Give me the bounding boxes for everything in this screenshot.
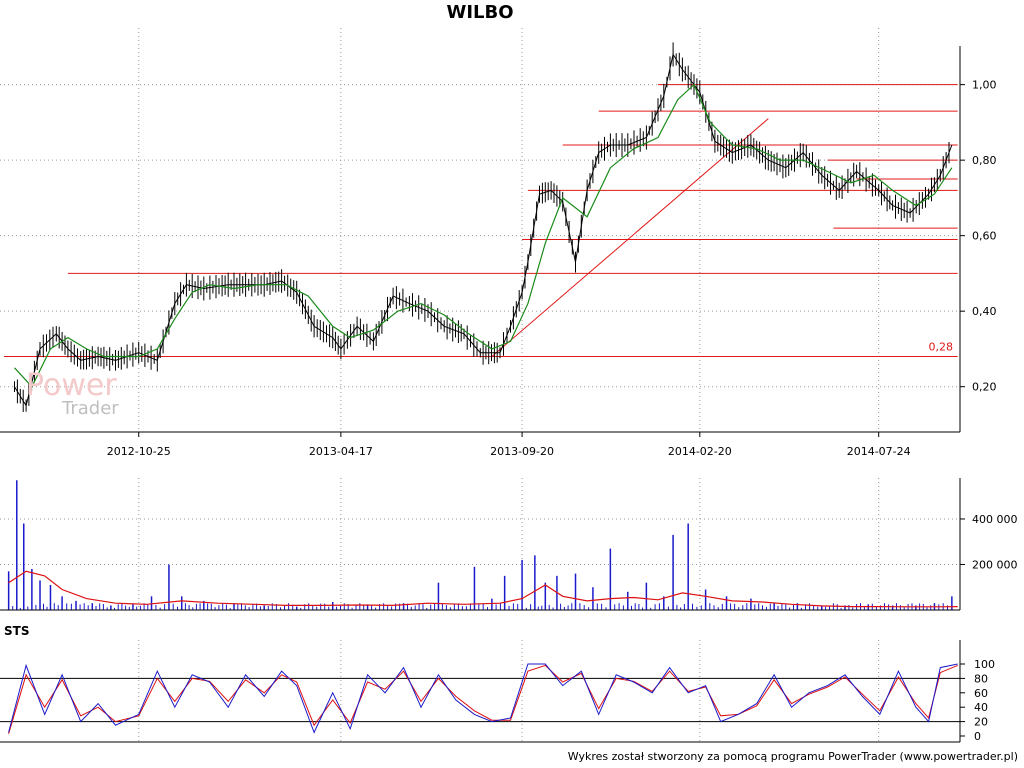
price-panel: 0,20 0,40 0,60 0,80 1,00 2012-10-25 2013-04-17… [0, 28, 997, 458]
watermark-power: Power [26, 368, 117, 403]
price-xtick-label-0: 2012-10-25 [107, 445, 171, 458]
sts-ytick-label-5: 100 [974, 658, 995, 671]
volume-ytick-label-0: 200 000 [972, 558, 1018, 571]
volume-ytick-label-1: 400 000 [972, 513, 1018, 526]
sts-ytick-label-0: 0 [974, 730, 981, 743]
price-ytick-label-2: 0,60 [972, 230, 997, 243]
price-xtick-label-1: 2013-04-17 [309, 445, 373, 458]
price-annotation-0: 0,28 [929, 340, 954, 353]
watermark-trader: Trader [62, 398, 119, 419]
volume-panel: 200 000 400 000 [0, 478, 1018, 611]
sts-k-line [8, 663, 958, 734]
sts-ytick-label-3: 60 [974, 687, 988, 700]
price-moving-average-line [14, 83, 953, 388]
chart-title: WILBO [446, 2, 514, 23]
volume-average-line [8, 570, 958, 608]
sts-ytick-label-1: 20 [974, 716, 988, 729]
sts-d-line [8, 664, 958, 734]
price-xtick-label-4: 2014-07-24 [847, 445, 911, 458]
price-xtick-label-2: 2013-09-20 [490, 445, 554, 458]
sts-ytick-label-2: 40 [974, 701, 988, 714]
price-ytick-label-3: 0,80 [972, 154, 997, 167]
trend-line [491, 118, 769, 357]
price-xtick-label-3: 2014-02-20 [668, 445, 732, 458]
footer-credit: Wykres został stworzony za pomocą progra… [567, 750, 1018, 763]
price-ytick-label-4: 1,00 [972, 79, 997, 92]
price-close-line [14, 53, 953, 407]
sts-panel-label: STS [4, 624, 30, 638]
price-ytick-label-1: 0,40 [972, 305, 997, 318]
price-ytick-label-0: 0,20 [972, 381, 997, 394]
sts-ytick-label-4: 80 [974, 672, 988, 685]
